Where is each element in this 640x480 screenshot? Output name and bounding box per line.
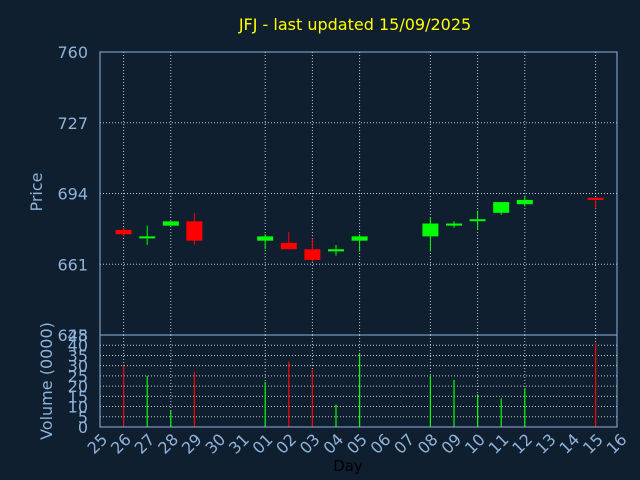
candle-body [139, 236, 156, 239]
candle-body [493, 202, 510, 213]
candle-body [257, 236, 274, 241]
candle-body [422, 223, 439, 237]
candle-26 [115, 227, 132, 237]
candle-29 [186, 212, 203, 245]
candle-body [280, 242, 297, 250]
price-panel [99, 51, 618, 336]
candle-03 [304, 238, 321, 263]
candle-02 [280, 232, 297, 250]
price-tick-label: 727 [57, 114, 88, 133]
candle-05 [351, 234, 368, 252]
candle-09 [446, 221, 462, 228]
volume-panel [99, 334, 618, 428]
volume-tick-label: 25 [68, 367, 88, 386]
price-tick-label: 628 [57, 326, 88, 345]
candle-28 [162, 221, 179, 226]
x-axis-label: Day [333, 457, 363, 475]
candle-01 [257, 234, 274, 250]
candle-body [328, 249, 344, 252]
candle-body [469, 219, 486, 222]
candle-body [516, 199, 533, 205]
candle-body [162, 221, 179, 226]
candle-body [304, 249, 321, 260]
candle-10 [469, 210, 486, 230]
volume-tick-label: 35 [68, 346, 88, 365]
candle-body [186, 221, 203, 241]
volume-tick-label: 45 [68, 326, 88, 345]
candle-body [351, 236, 368, 241]
x-tick-label: 16 [603, 430, 631, 458]
volume-tick-label: 40 [68, 336, 88, 355]
volume-tick-label: 20 [68, 377, 88, 396]
candle-08 [422, 217, 439, 252]
price-tick-label: 661 [57, 255, 88, 274]
volume-frame [99, 334, 618, 428]
candle-15 [587, 197, 604, 209]
candle-12 [516, 195, 533, 207]
price-tick-label: 694 [57, 185, 88, 204]
candle-27 [139, 225, 156, 245]
volume-tick-label: 15 [68, 387, 88, 406]
price-tick-label: 760 [57, 43, 88, 62]
candle-body [115, 229, 132, 235]
volume-tick-label: 10 [68, 398, 88, 417]
volume-tick-label: 0 [78, 418, 88, 437]
price-axis-label: Price [27, 172, 46, 211]
candle-body [446, 223, 462, 226]
candle-04 [328, 244, 344, 256]
volume-tick-label: 5 [78, 408, 88, 427]
volume-axis-label: Volume (0000) [37, 322, 56, 440]
candle-11 [493, 202, 510, 215]
candle-body [587, 197, 604, 200]
volume-tick-label: 30 [68, 357, 88, 376]
chart-title: JFJ - last updated 15/09/2025 [238, 15, 471, 34]
